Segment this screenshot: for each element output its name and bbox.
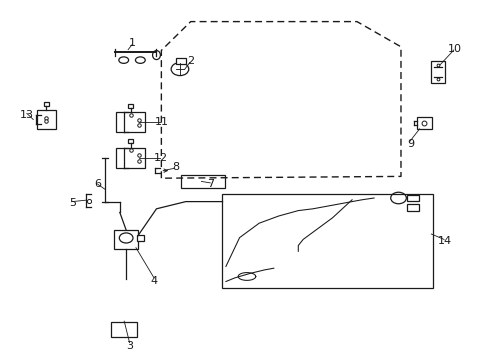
Text: 14: 14 — [437, 236, 451, 246]
Bar — [44, 102, 49, 106]
Text: 1: 1 — [128, 38, 135, 48]
Text: 12: 12 — [154, 153, 168, 163]
Bar — [416, 117, 431, 129]
Text: 2: 2 — [187, 56, 194, 66]
Bar — [114, 230, 138, 249]
Text: 6: 6 — [94, 179, 101, 189]
Text: 5: 5 — [69, 198, 76, 208]
Bar — [430, 61, 444, 83]
Text: 7: 7 — [206, 179, 213, 189]
Bar — [116, 148, 145, 168]
Bar — [111, 322, 137, 337]
Text: 13: 13 — [20, 110, 34, 120]
Bar — [128, 139, 133, 143]
Text: 10: 10 — [447, 44, 461, 54]
Ellipse shape — [152, 50, 160, 59]
Text: 3: 3 — [126, 341, 133, 351]
Bar — [222, 194, 432, 288]
Text: 11: 11 — [154, 117, 168, 127]
Text: 8: 8 — [172, 162, 179, 172]
Text: 4: 4 — [150, 276, 157, 286]
Text: 9: 9 — [407, 139, 413, 149]
Bar — [407, 204, 418, 211]
Bar — [407, 195, 418, 201]
Bar — [181, 175, 224, 188]
Bar — [176, 58, 185, 64]
Bar — [128, 104, 133, 108]
Bar — [137, 235, 144, 241]
Bar — [116, 112, 145, 132]
Ellipse shape — [135, 57, 145, 63]
Bar — [37, 109, 56, 129]
Ellipse shape — [119, 57, 128, 63]
